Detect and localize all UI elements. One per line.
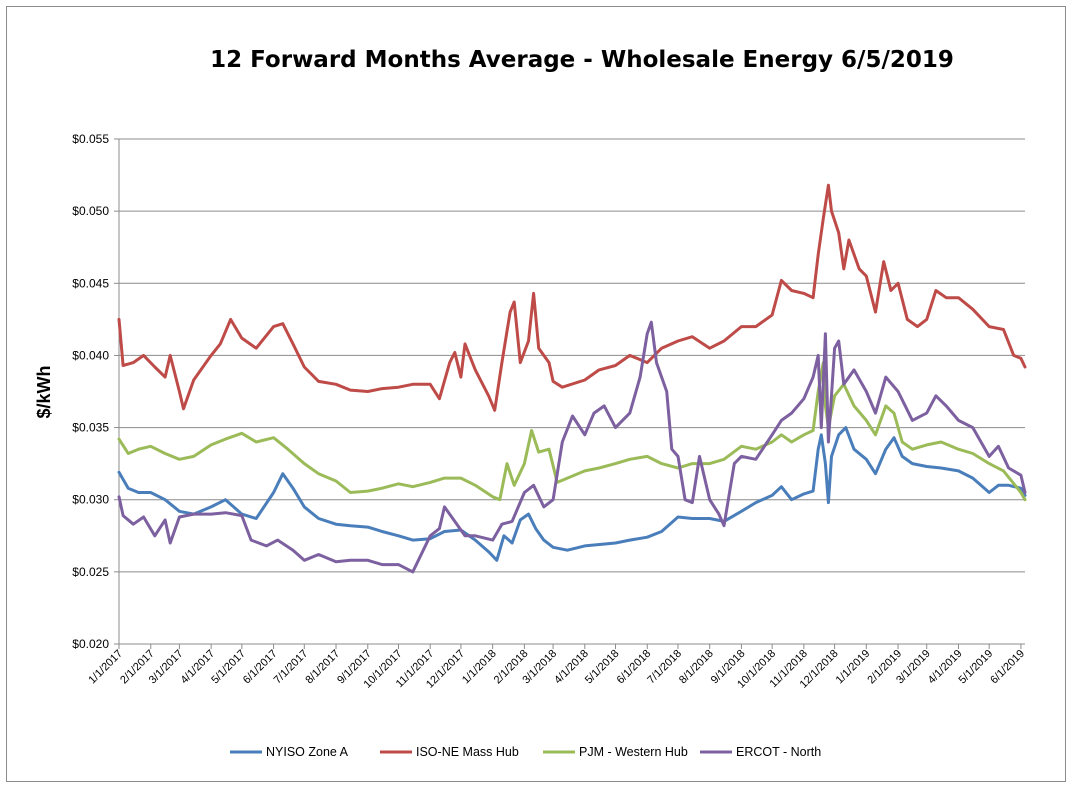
chart-frame [6,6,1066,782]
y-tick-labels: $0.020 $0.025 $0.030 $0.035 $0.040 $0.045 $0.0… [72,132,109,651]
y-tick-label: $0.020 [72,637,109,651]
chart-title: 12 Forward Months Average - Wholesale En… [210,47,954,73]
y-tick-label: $0.055 [72,132,109,146]
series-line-iso-ne-mass-hub [117,183,1027,412]
y-tick-label: $0.050 [72,204,109,218]
series-line-ercot-north [117,320,1027,574]
x-tick-label: 6/1/2019 [988,648,1027,687]
x-tick-label: 1/1/2019 [834,648,873,687]
series-line-nyiso-zone-a [117,426,1027,562]
legend-label: NYISO Zone A [266,745,349,759]
x-tick-label: 5/1/2019 [957,648,996,687]
y-tick-label: $0.025 [72,565,109,579]
y-tick-label: $0.045 [72,276,109,290]
y-tick-label: $0.035 [72,421,109,435]
legend-label: PJM - Western Hub [579,745,688,759]
x-tick-label: 5/1/2018 [583,648,622,687]
x-tick-label: 1/1/2018 [460,648,499,687]
x-tick-label: 8/1/2017 [303,648,342,687]
x-tick-labels: 1/1/20172/1/20173/1/20174/1/20175/1/2017… [86,644,1027,691]
axes [118,139,1025,645]
x-tick-label: 1/1/2017 [86,648,125,687]
y-tick-label: $0.040 [72,348,109,362]
grid-lines [114,138,1025,645]
series-lines [117,183,1027,574]
x-tick-label: 5/1/2017 [209,648,248,687]
y-tick-label: $0.030 [72,493,109,507]
legend-label: ISO-NE Mass Hub [416,745,519,759]
series-line-pjm-western-hub [117,361,1027,502]
legend-label: ERCOT - North [736,745,821,759]
x-tick-label: 7/1/2017 [272,648,311,687]
legend: NYISO Zone A ISO-NE Mass Hub PJM - Western… [230,745,821,759]
x-tick-label: 8/1/2018 [677,648,716,687]
x-tick-label: 7/1/2018 [645,648,684,687]
y-axis-label: $/kWh [34,365,54,418]
